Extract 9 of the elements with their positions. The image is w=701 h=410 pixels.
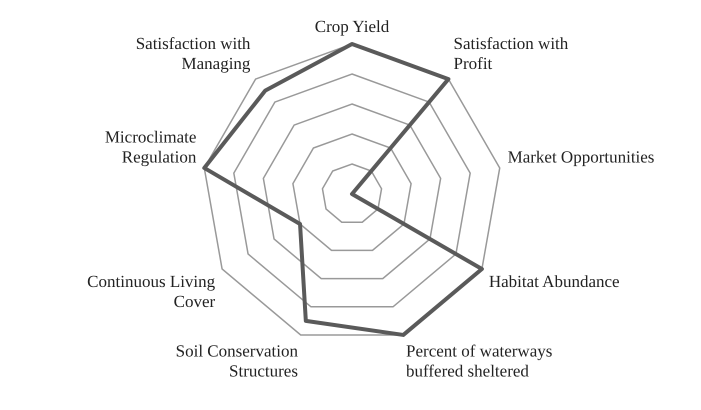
spoke-label: Satisfaction with Profit	[454, 34, 569, 73]
spoke-label: Microclimate Regulation	[104, 128, 197, 167]
spoke-label: Continuous Living Cover	[87, 272, 216, 311]
spoke-label: Soil Conservation Structures	[176, 341, 298, 380]
spoke-label: Percent of waterways buffered sheltered	[406, 341, 552, 380]
spoke-label: Habitat Abundance	[488, 272, 620, 291]
spoke-label: Crop Yield	[314, 17, 390, 36]
spoke-label: Satisfaction with Managing	[136, 34, 251, 73]
spoke-label: Market Opportunities	[508, 148, 654, 167]
